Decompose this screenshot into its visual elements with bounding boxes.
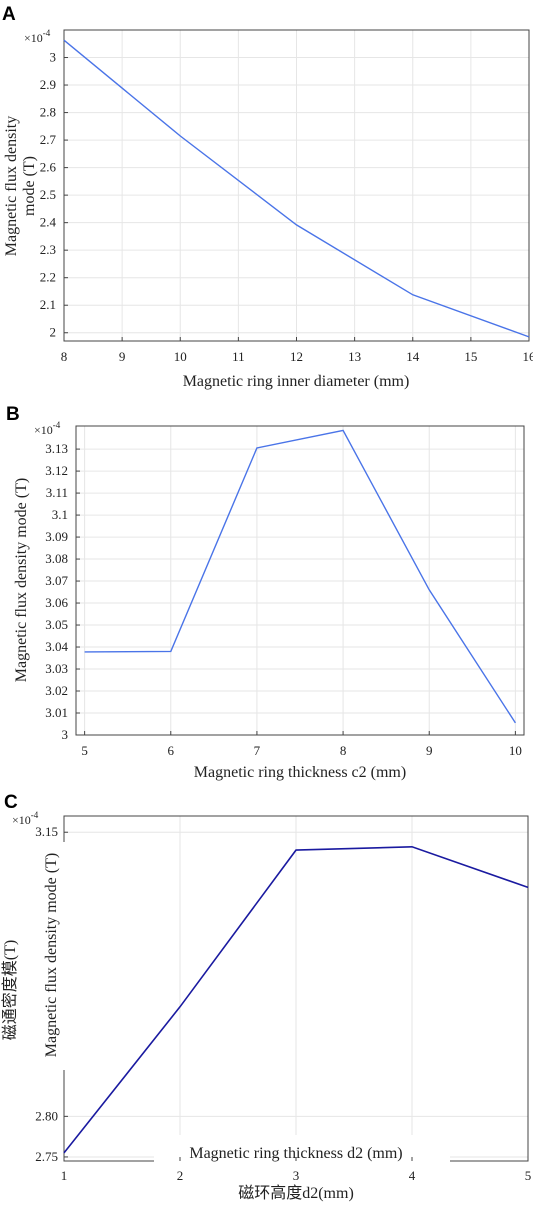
x-tick-label: 15 xyxy=(464,349,477,364)
y-ticks-b: 3 3.01 3.02 3.03 3.04 3.05 3.06 3.07 3.08 3.09 3.1… xyxy=(45,441,80,742)
x-tick-label: 1 xyxy=(61,1168,68,1183)
panel-b: B 5 6 7 8 9 10 33.013.023.033.043.053.063.073… xyxy=(6,404,525,781)
y-tick-label: 3.12 xyxy=(45,463,68,478)
x-tick-label: 11 xyxy=(232,349,245,364)
y-tick-label: 3.13 xyxy=(45,441,68,456)
x-ticks-a: 8 9 10 11 12 13 14 15 16 xyxy=(61,337,533,364)
grid-a xyxy=(63,30,530,341)
series-line-a xyxy=(63,39,530,338)
grid-b xyxy=(76,426,524,736)
y-tick-label: 3.06 xyxy=(45,595,68,610)
y-tick-label: 3.01 xyxy=(45,705,68,720)
x-tick-label: 7 xyxy=(254,743,261,758)
y-tick-label: 3 xyxy=(50,50,57,65)
x-tick-label: 16 xyxy=(523,349,533,364)
y-tick-label: 2.4 xyxy=(40,215,57,230)
x-tick-label: 5 xyxy=(525,1168,532,1183)
x-axis-label-c: 磁环高度d2(mm) xyxy=(238,1184,354,1202)
x-tick-label: 5 xyxy=(81,743,88,758)
panel-letter-a: A xyxy=(2,4,16,25)
y-tick-label: 2.3 xyxy=(40,242,56,257)
y-ticks-c: 2.75 2.80 3.15 xyxy=(35,824,68,1164)
y-tick-label: 3.11 xyxy=(46,485,68,500)
y-tick-label: 3.04 xyxy=(45,639,68,654)
series-line-c xyxy=(63,845,529,1154)
y-tick-label: 2.2 xyxy=(40,270,56,285)
y-tick-label: 2.80 xyxy=(35,1108,58,1123)
x-tick-label: 10 xyxy=(509,743,522,758)
y-multiplier-b: ×10-4 xyxy=(34,420,61,437)
panel-a: A 8 9 10 11 12 13 14 15 16 2 2.1 2.2 2.3 2.4 2.5 2.6 2.… xyxy=(2,4,533,390)
y-ticks-a: 2 2.1 2.2 2.3 2.4 2.5 2.6 2.7 2.8 2.9 3 xyxy=(40,50,68,340)
panel-c: C 1 2 3 4 5 2.75 2.80 3.15 ×10-4 Magnetic ring… xyxy=(1,792,531,1202)
y-axis-label-c: 磁通密度模(T) xyxy=(1,940,19,1040)
series-line-b xyxy=(84,429,516,724)
y-tick-label: 3.05 xyxy=(45,617,68,632)
y-tick-label: 3.08 xyxy=(45,551,68,566)
x-ticks-b: 5 6 7 8 9 10 xyxy=(81,731,522,758)
y-tick-label: 3.07 xyxy=(45,573,68,588)
x-ticks-c: 1 2 3 4 5 xyxy=(61,1157,532,1183)
y-tick-label: 3.03 xyxy=(45,661,68,676)
y-tick-label: 3.09 xyxy=(45,529,68,544)
x-tick-label: 8 xyxy=(61,349,68,364)
y-tick-label: 2 xyxy=(50,325,57,340)
panel-letter-c: C xyxy=(4,792,18,813)
y-multiplier-a: ×10-4 xyxy=(24,28,51,45)
x-tick-label: 3 xyxy=(293,1168,300,1183)
y-axis-label-a-line2: mode (T) xyxy=(21,156,38,216)
y-tick-label: 3.02 xyxy=(45,683,68,698)
x-axis-overlay-label-c: Magnetic ring thickness d2 (mm) xyxy=(189,1145,402,1162)
y-tick-label: 2.6 xyxy=(40,160,57,175)
x-tick-label: 14 xyxy=(406,349,420,364)
y-tick-label: 2.9 xyxy=(40,77,56,92)
y-overlay-mask-c xyxy=(38,842,68,1070)
y-tick-label: 2.5 xyxy=(40,187,56,202)
x-tick-label: 9 xyxy=(426,743,433,758)
x-tick-label: 8 xyxy=(340,743,347,758)
y-multiplier-c: ×10-4 xyxy=(12,810,39,827)
grid-c xyxy=(63,816,529,1161)
y-axis-label-b: Magnetic flux density mode (T) xyxy=(13,478,30,682)
y-tick-label: 2.1 xyxy=(40,297,56,312)
panel-letter-b: B xyxy=(6,404,20,425)
y-axis-label-a-line1: Magnetic flux density xyxy=(3,116,20,256)
x-tick-label: 12 xyxy=(290,349,303,364)
x-axis-label-a: Magnetic ring inner diameter (mm) xyxy=(183,373,410,390)
x-axis-label-b: Magnetic ring thickness c2 (mm) xyxy=(194,764,406,781)
x-tick-label: 9 xyxy=(119,349,126,364)
y-tick-label: 3.15 xyxy=(35,824,58,839)
y-tick-label: 3.1 xyxy=(52,507,68,522)
y-axis-overlay-label-c: Magnetic flux density mode (T) xyxy=(43,853,60,1057)
x-tick-label: 6 xyxy=(168,743,175,758)
y-tick-label: 3 xyxy=(62,727,69,742)
y-tick-label: 2.75 xyxy=(35,1149,58,1164)
y-tick-label: 2.7 xyxy=(40,132,57,147)
x-tick-label: 10 xyxy=(174,349,187,364)
x-overlay-mask-c xyxy=(154,1135,450,1167)
x-tick-label: 13 xyxy=(348,349,361,364)
plot-frame-b xyxy=(75,425,525,736)
x-tick-label: 2 xyxy=(177,1168,184,1183)
x-tick-label: 4 xyxy=(409,1168,416,1183)
y-tick-label: 2.8 xyxy=(40,105,56,120)
